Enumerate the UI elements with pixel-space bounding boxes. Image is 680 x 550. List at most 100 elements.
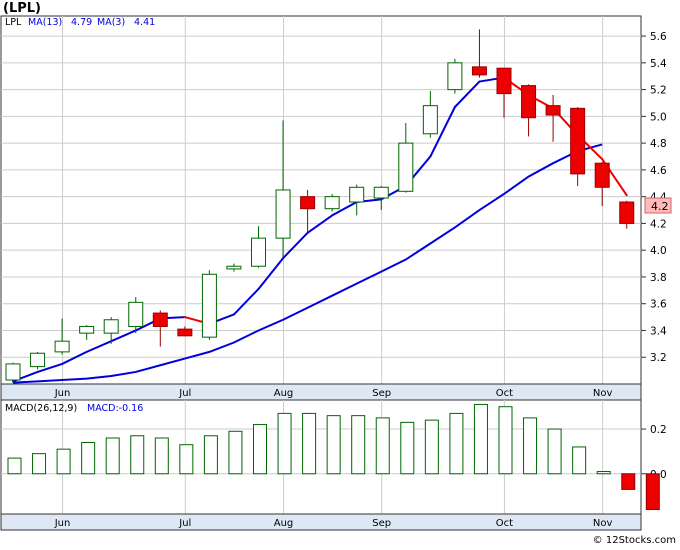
candle xyxy=(349,184,365,216)
ma3-segment xyxy=(282,231,309,260)
candle-body xyxy=(251,237,266,267)
candle-body xyxy=(5,363,21,381)
macd-bar xyxy=(523,417,538,475)
macd-bar xyxy=(32,453,47,475)
y-tick-label: 4.6 xyxy=(650,165,667,177)
candle-body xyxy=(152,312,168,327)
macd-bar xyxy=(81,441,96,475)
candle xyxy=(496,67,512,118)
candle xyxy=(177,326,193,337)
candle xyxy=(103,317,119,344)
candle-body xyxy=(594,162,610,188)
ma13-layer xyxy=(12,143,603,384)
macd-bar xyxy=(351,415,366,475)
chart-title: (LPL) xyxy=(3,1,41,16)
candle xyxy=(422,90,438,138)
candle xyxy=(324,193,340,212)
candle-body xyxy=(349,186,365,203)
watermark: © 12Stocks.com xyxy=(593,535,676,546)
candle xyxy=(471,29,487,78)
macd-bar xyxy=(645,473,660,511)
candle-body xyxy=(79,325,95,334)
legend-ma3-label: MA(3) xyxy=(97,17,125,28)
legend-ma13-label: MA(13) xyxy=(28,17,62,28)
month-tick-label: Sep xyxy=(372,388,391,399)
price-y-axis: 3.23.43.63.84.04.24.44.64.85.05.25.45.6 xyxy=(641,31,667,364)
macd-bar xyxy=(424,419,439,475)
macd-bar xyxy=(621,473,636,490)
month-tick-label: Nov xyxy=(593,518,613,529)
macd-bar xyxy=(572,446,587,475)
macd-bar xyxy=(56,448,71,475)
macd-bar xyxy=(228,430,243,475)
macd-bar xyxy=(547,428,562,475)
macd-bar xyxy=(7,457,22,475)
month-tick-label: Jul xyxy=(178,518,191,529)
candle xyxy=(79,325,95,340)
candle-body xyxy=(275,189,291,239)
candle xyxy=(128,297,144,334)
ma3-segment xyxy=(36,362,64,373)
macd-bar xyxy=(130,435,145,475)
candle-body xyxy=(103,319,119,334)
candle-layer xyxy=(5,29,635,383)
ma3-segment xyxy=(110,329,137,343)
y-tick-label: 3.2 xyxy=(650,352,667,364)
macd-bar xyxy=(375,417,390,475)
candle xyxy=(398,123,414,193)
macd-bar xyxy=(203,435,218,475)
candle xyxy=(570,106,586,186)
macd-title: MACD(26,12,9) xyxy=(5,403,77,414)
ma3-segment xyxy=(232,287,260,316)
ma3-segment xyxy=(331,201,358,217)
candle-body xyxy=(177,328,193,337)
candle xyxy=(30,351,46,370)
month-tick-label: Jul xyxy=(178,388,191,399)
price-grid xyxy=(1,16,641,384)
y-tick-label: 4.0 xyxy=(650,245,667,257)
candle-body xyxy=(496,67,512,95)
y-tick-label: 4.2 xyxy=(650,218,667,230)
candle xyxy=(54,318,70,355)
macd-bar xyxy=(498,406,513,475)
candle-body xyxy=(471,66,487,76)
price-month-labels: Jun Jul Aug Sep Oct Nov xyxy=(54,388,613,399)
y-tick-label: 4.8 xyxy=(650,138,667,150)
ma3-segment xyxy=(429,105,456,158)
candle xyxy=(226,263,242,272)
y-tick-label: 3.4 xyxy=(650,325,667,337)
candle-body xyxy=(201,273,217,338)
legend-ma3-value: 4.41 xyxy=(134,17,155,28)
y-tick-label: 5.4 xyxy=(650,58,667,70)
candle xyxy=(373,185,389,211)
macd-bar xyxy=(326,415,341,475)
candle-body xyxy=(54,340,70,353)
macd-bar xyxy=(277,412,292,475)
price-panel-frame xyxy=(0,15,642,385)
candle xyxy=(201,270,217,340)
month-tick-label: Sep xyxy=(372,518,391,529)
ma3-segment xyxy=(61,350,88,365)
candle-body xyxy=(300,196,316,210)
y-tick-label: 0.2 xyxy=(650,424,667,436)
ma3-segment xyxy=(85,340,113,353)
legend-ma13-value: 4.79 xyxy=(71,17,92,28)
candle-body xyxy=(422,105,438,135)
month-tick-label: Aug xyxy=(274,518,294,529)
month-tick-label: Nov xyxy=(593,388,613,399)
macd-y-axis: 0.00.2 xyxy=(641,424,667,481)
month-tick-label: Jun xyxy=(54,388,71,399)
ma3-segment xyxy=(306,214,334,234)
candle-body xyxy=(447,62,463,91)
candle xyxy=(300,189,316,233)
month-tick-label: Jun xyxy=(54,518,71,529)
y-tick-label: 5.6 xyxy=(650,31,667,43)
candle xyxy=(447,58,463,94)
macd-bar xyxy=(253,424,267,475)
macd-bar xyxy=(596,471,611,475)
candle xyxy=(5,362,21,383)
candle-body xyxy=(545,105,561,116)
ma3-segment xyxy=(453,80,481,108)
candle xyxy=(251,226,266,268)
